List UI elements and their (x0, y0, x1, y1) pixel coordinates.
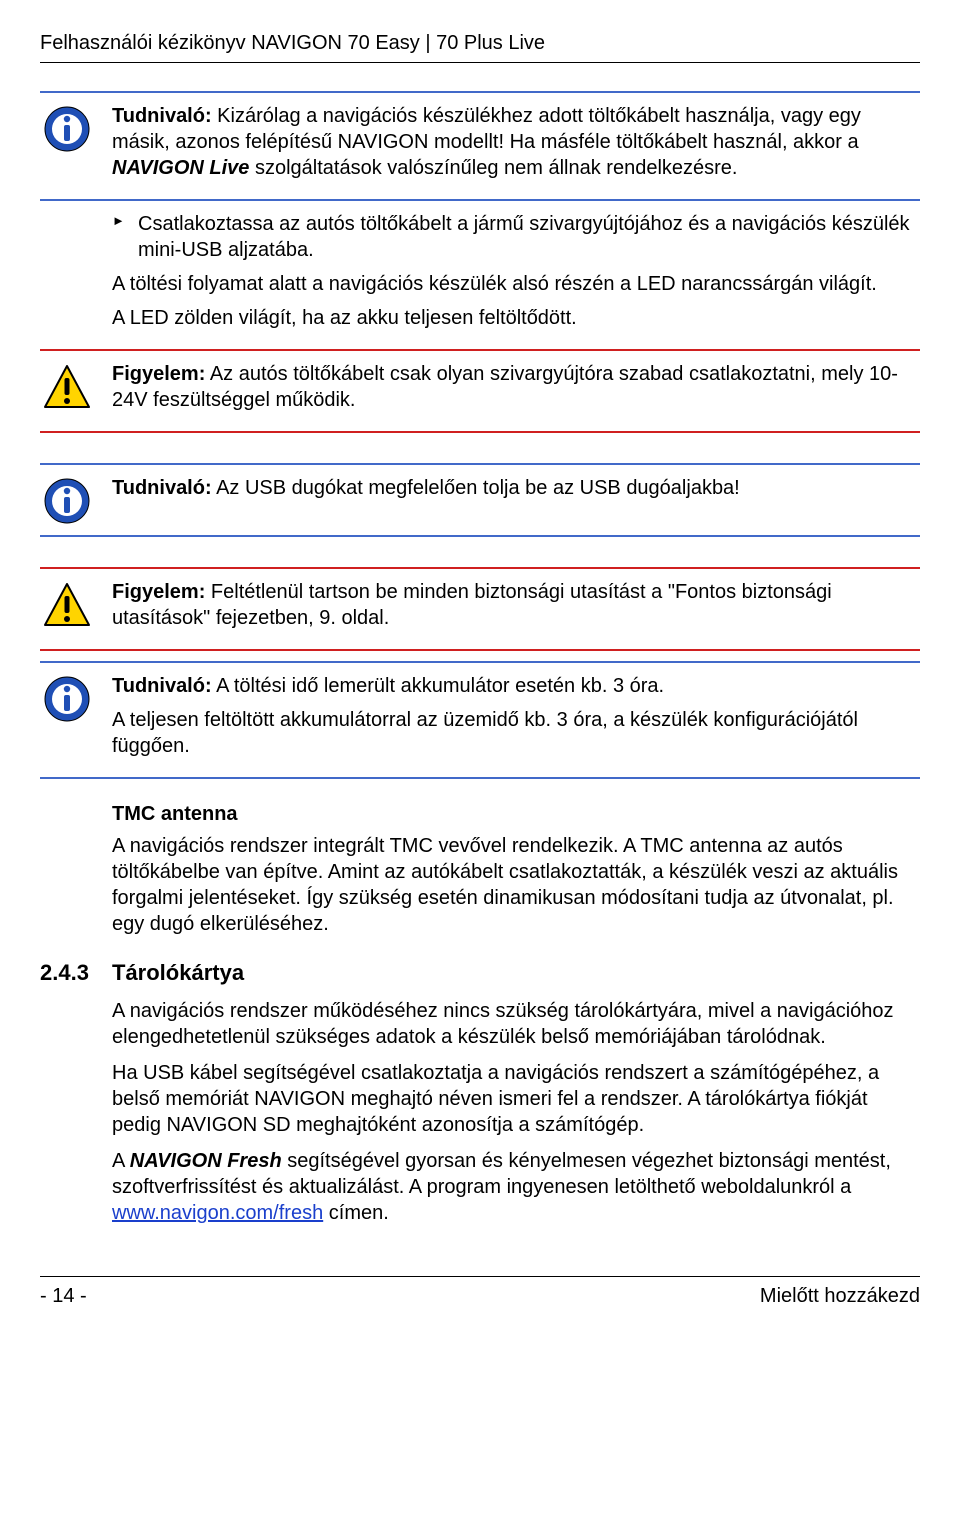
rule-red (40, 431, 920, 433)
note-prefix: Tudnivaló: (112, 675, 212, 697)
paragraph: A NAVIGON Fresh segítségével gyorsan és … (112, 1148, 920, 1226)
page-header: Felhasználói kézikönyv NAVIGON 70 Easy |… (40, 30, 920, 63)
rule-red (40, 567, 920, 569)
section-title: Tárolókártya (112, 959, 920, 988)
warn-text: Az autós töltőkábelt csak olyan szivargy… (112, 363, 898, 411)
page-number: - 14 - (40, 1283, 87, 1309)
note-body: Tudnivaló: Kizárólag a navigációs készül… (112, 103, 920, 189)
paragraph: A navigációs rendszer integrált TMC vevő… (112, 833, 920, 937)
note-body: Tudnivaló: A töltési idő lemerült akkumu… (112, 673, 920, 767)
warning-body: Figyelem: Feltétlenül tartson be minden … (112, 579, 920, 639)
note-body: Tudnivaló: Az USB dugókat megfelelően to… (112, 475, 920, 509)
rule-blue (40, 199, 920, 201)
product-name: NAVIGON Fresh (130, 1150, 282, 1172)
warning-icon (40, 579, 94, 629)
rule-blue (40, 661, 920, 663)
info-icon (40, 103, 94, 153)
warn-text: Feltétlenül tartson be minden biztonsági… (112, 581, 832, 629)
rule-red (40, 649, 920, 651)
info-icon (40, 475, 94, 525)
note-text: Kizárólag a navigációs készülékhez adott… (112, 105, 861, 153)
list-item: Csatlakoztassa az autós töltőkábelt a já… (112, 211, 920, 263)
subsection-title: TMC antenna (112, 801, 920, 827)
rule-blue (40, 91, 920, 93)
warning-body: Figyelem: Az autós töltőkábelt csak olya… (112, 361, 920, 421)
text: A (112, 1150, 130, 1172)
spacer (40, 211, 94, 213)
info-icon (40, 673, 94, 723)
note-text: A töltési idő lemerült akkumulátor eseté… (212, 675, 664, 697)
rule-red (40, 349, 920, 351)
rule-blue (40, 463, 920, 465)
link-navigon-fresh[interactable]: www.navigon.com/fresh (112, 1202, 323, 1224)
warning-icon (40, 361, 94, 411)
paragraph: A LED zölden világít, ha az akku teljese… (112, 305, 920, 331)
section-number: 2.4.3 (40, 959, 94, 988)
rule-blue (40, 535, 920, 537)
paragraph: Ha USB kábel segítségével csatlakoztatja… (112, 1060, 920, 1138)
product-name: NAVIGON Live (112, 157, 249, 179)
paragraph: A navigációs rendszer működéséhez nincs … (112, 998, 920, 1050)
note-prefix: Tudnivaló: (112, 105, 212, 127)
paragraph: A töltési folyamat alatt a navigációs ké… (112, 271, 920, 297)
warn-prefix: Figyelem: (112, 363, 205, 385)
rule-blue (40, 777, 920, 779)
paragraph: A teljesen feltöltött akkumulátorral az … (112, 707, 920, 759)
note-text: Az USB dugókat megfelelően tolja be az U… (212, 477, 740, 499)
text: címen. (323, 1202, 389, 1224)
footer-section: Mielőtt hozzákezd (760, 1283, 920, 1309)
body-text: Csatlakoztassa az autós töltőkábelt a já… (112, 211, 920, 339)
note-text: szolgáltatások valószínűleg nem állnak r… (249, 157, 737, 179)
note-prefix: Tudnivaló: (112, 477, 212, 499)
warn-prefix: Figyelem: (112, 581, 205, 603)
